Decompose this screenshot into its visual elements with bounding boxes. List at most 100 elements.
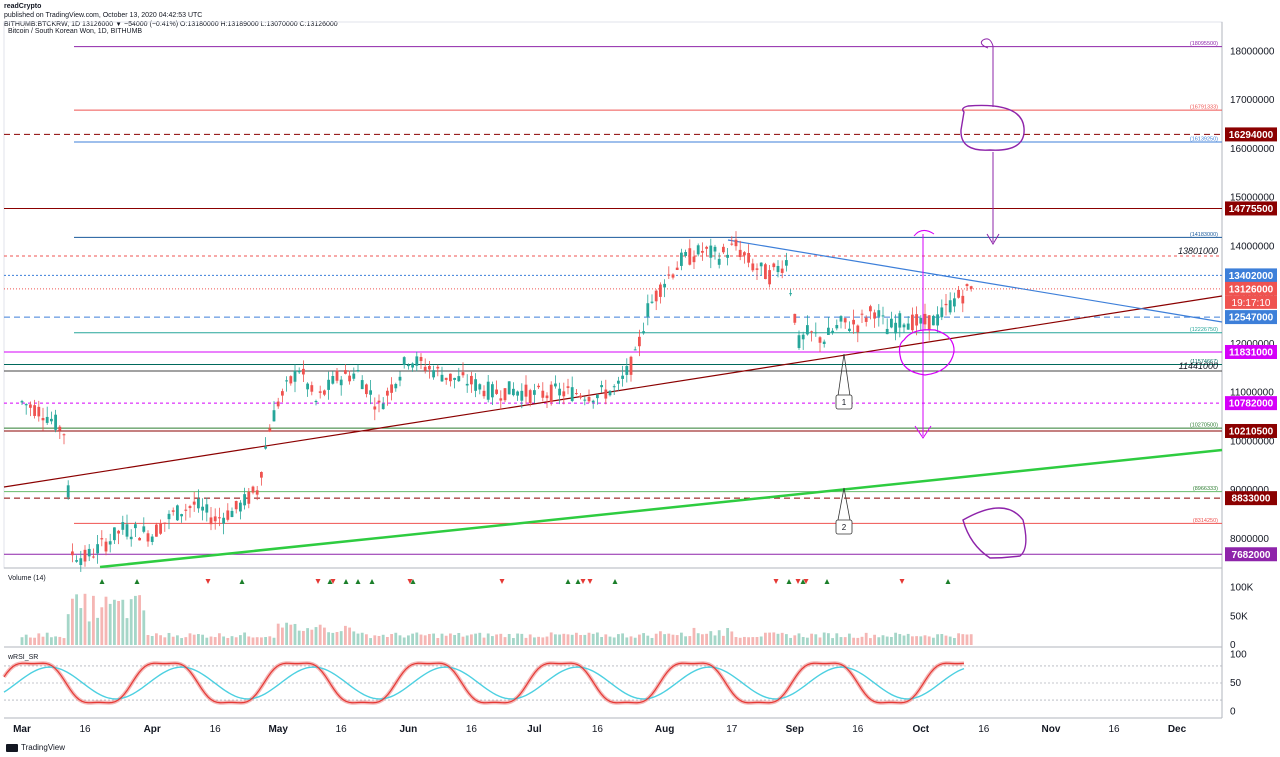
candle-body xyxy=(423,366,427,371)
candle-body xyxy=(705,246,708,249)
candle-body xyxy=(545,395,549,399)
volume-bar xyxy=(701,634,704,645)
buy-signal-icon xyxy=(824,579,830,584)
x-tick-label: 16 xyxy=(466,724,478,735)
callout-2-label: 2 xyxy=(842,523,847,532)
candle-body xyxy=(54,414,57,430)
indicator-signal-line xyxy=(3,666,965,700)
volume-bar xyxy=(717,630,721,645)
candle-body xyxy=(142,526,146,532)
volume-bar xyxy=(50,637,53,645)
volume-bar xyxy=(348,627,351,645)
volume-bar xyxy=(390,634,393,645)
candle-body xyxy=(373,406,377,410)
x-tick-label: 16 xyxy=(852,724,864,735)
x-tick-label: 16 xyxy=(79,724,91,735)
candle-body xyxy=(24,404,28,406)
volume-bar xyxy=(961,634,965,645)
candle-body xyxy=(134,524,137,529)
signal-markers xyxy=(99,579,951,584)
candle-body xyxy=(360,380,364,390)
candle-body xyxy=(789,293,792,295)
candle-body xyxy=(759,262,763,267)
y-axis-volume: 0 50K 100K xyxy=(1230,583,1254,652)
candle-body xyxy=(936,314,939,326)
level-label: (8314250) xyxy=(1193,518,1218,524)
sell-signal-icon xyxy=(205,579,211,584)
volume-bar xyxy=(465,635,469,645)
sell-signal-icon xyxy=(795,579,801,584)
volume-bar xyxy=(869,638,872,645)
volume-bar xyxy=(58,636,62,645)
volume-bar xyxy=(680,632,683,645)
buy-signal-icon xyxy=(410,579,416,584)
candle-body xyxy=(696,245,700,255)
candle-body xyxy=(129,536,133,540)
volume-bar xyxy=(617,634,620,645)
candle-body xyxy=(856,325,860,333)
volume-bar xyxy=(239,635,242,645)
sell-signal-icon xyxy=(330,579,336,584)
candle-body xyxy=(461,372,465,376)
candle-body xyxy=(108,541,112,545)
volume-bar xyxy=(381,634,385,645)
volume-bar xyxy=(272,637,276,645)
volume-bar xyxy=(629,636,633,645)
volume-bar xyxy=(822,632,826,645)
volume-bar xyxy=(512,638,515,645)
volume-bar xyxy=(558,634,561,645)
volume-bar xyxy=(247,636,251,645)
volume-bar xyxy=(276,623,280,645)
level-label: (8966333) xyxy=(1193,486,1218,492)
volume-bar xyxy=(415,632,419,645)
volume-bar xyxy=(764,632,767,645)
countdown-badge xyxy=(1225,295,1277,309)
candle-body xyxy=(764,264,767,280)
candle-body xyxy=(961,295,965,304)
descending-resistance-line xyxy=(727,239,1223,323)
candle-body xyxy=(348,375,351,382)
volume-bar xyxy=(92,595,95,645)
candle-body xyxy=(310,385,314,392)
candle-body xyxy=(356,370,360,372)
volume-series xyxy=(20,593,973,645)
volume-bar xyxy=(524,637,528,645)
volume-bar xyxy=(554,634,557,645)
volume-title: Volume (14) xyxy=(8,575,46,582)
y-tick-label: 10000000 xyxy=(1230,436,1275,447)
x-tick-label: Jul xyxy=(527,724,542,735)
candle-body xyxy=(335,370,339,381)
rising-support-line xyxy=(3,295,1223,488)
candle-body xyxy=(381,403,385,410)
candle-body xyxy=(890,318,893,328)
volume-bar xyxy=(873,634,876,645)
publish-info: published on TradingView.com, October 13… xyxy=(4,12,203,19)
candle-body xyxy=(755,268,759,270)
volume-bar xyxy=(705,633,708,645)
volume-bar xyxy=(243,632,246,645)
volume-bar xyxy=(339,631,343,645)
target-circle-bottom xyxy=(962,507,1027,559)
volume-bar xyxy=(478,632,482,645)
volume-bar xyxy=(507,633,511,645)
candle-body xyxy=(318,391,322,393)
candle-body xyxy=(864,317,868,322)
candle-body xyxy=(797,335,801,348)
price-badge-label: 13402000 xyxy=(1229,271,1274,282)
volume-bar xyxy=(96,617,99,645)
candle-body xyxy=(591,400,595,403)
volume-bar xyxy=(260,637,263,645)
volume-bar xyxy=(423,635,427,645)
candle-body xyxy=(915,314,918,326)
candle-body xyxy=(608,390,612,396)
volume-bar xyxy=(755,637,759,645)
candle-body xyxy=(873,312,876,319)
volume-bar xyxy=(293,623,297,645)
candle-body xyxy=(222,517,225,524)
candle-body xyxy=(293,370,297,382)
volume-bar xyxy=(444,635,448,645)
price-badge-label: 10782000 xyxy=(1229,399,1274,410)
candle-body xyxy=(667,274,671,276)
candle-body xyxy=(533,390,536,395)
